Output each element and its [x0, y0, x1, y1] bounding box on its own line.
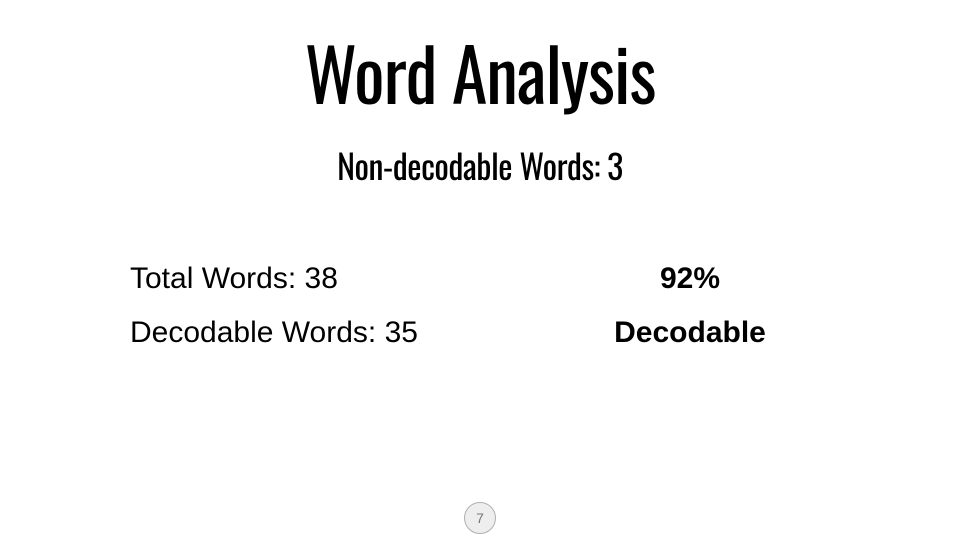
- percent-value: 92%: [550, 252, 830, 306]
- total-words-stat: Total Words: 38: [130, 252, 550, 306]
- percent-label: Decodable: [550, 306, 830, 360]
- slide-title: Word Analysis: [0, 18, 960, 125]
- summary-column: 92% Decodable: [550, 252, 830, 360]
- stats-column: Total Words: 38 Decodable Words: 35: [130, 252, 550, 360]
- page-number-badge: 7: [464, 502, 496, 534]
- slide-subtitle: Non-decodable Words: 3: [0, 139, 960, 190]
- decodable-words-stat: Decodable Words: 35: [130, 306, 550, 360]
- content-row: Total Words: 38 Decodable Words: 35 92% …: [0, 252, 960, 360]
- page-number-text: 7: [476, 510, 484, 526]
